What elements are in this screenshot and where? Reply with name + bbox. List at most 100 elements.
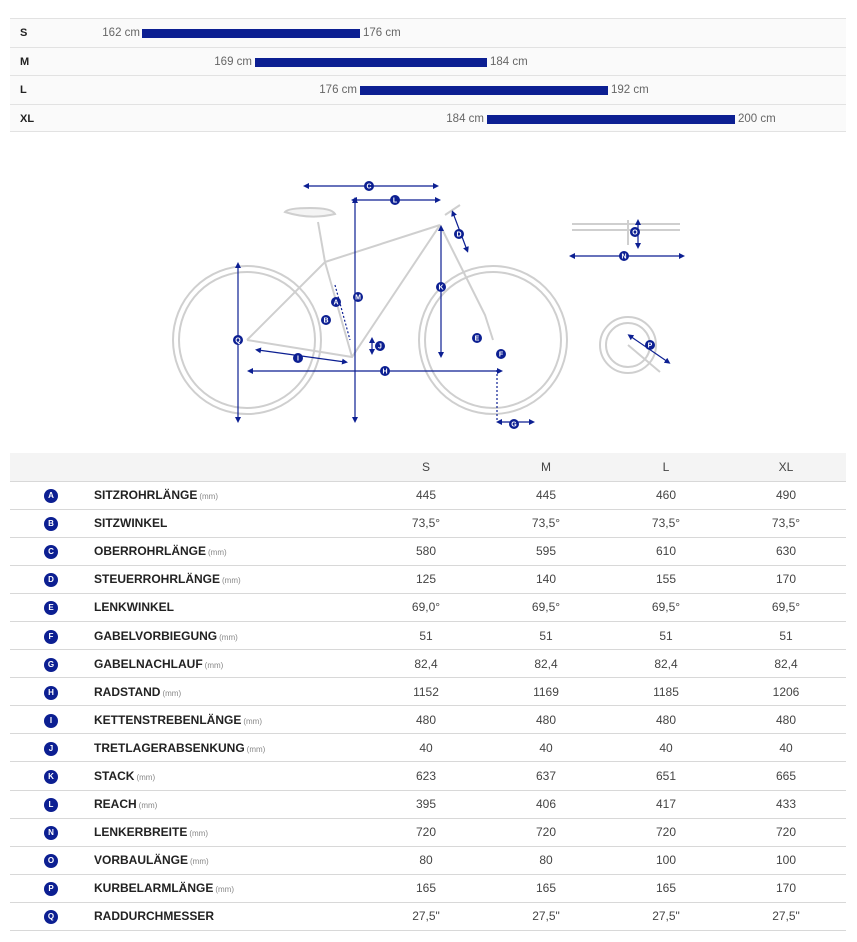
value-cell: 27,5"	[486, 901, 606, 932]
table-row: P KURBELARMLÄNGE (mm) 165 165 165 170	[10, 873, 846, 903]
parameter-unit: (mm)	[222, 576, 241, 586]
marker-m-icon: M	[353, 292, 363, 302]
value-cell: 1206	[726, 677, 846, 706]
size-label: S	[20, 27, 28, 39]
value-cell: 82,4	[486, 649, 606, 678]
rear-wheel	[172, 265, 322, 415]
parameter-cell: SITZWINKEL	[94, 508, 366, 538]
svg-text:L: L	[393, 198, 398, 205]
table-row: Q RADDURCHMESSER 27,5" 27,5" 27,5" 27,5"	[10, 901, 846, 932]
table-row: O VORBAULÄNGE (mm) 80 80 100 100	[10, 845, 846, 875]
letter-badge-icon: K	[44, 769, 58, 784]
letter-badge-icon: O	[44, 854, 58, 869]
parameter-unit: (mm)	[190, 857, 209, 867]
value-cell: 80	[366, 845, 486, 875]
value-cell: 51	[366, 620, 486, 650]
letter-badge-icon: H	[44, 685, 58, 700]
svg-text:I: I	[297, 356, 299, 363]
parameter-unit: (mm)	[243, 716, 262, 726]
table-row: G GABELNACHLAUF (mm) 82,4 82,4 82,4 82,4	[10, 649, 846, 678]
parameter-cell: KURBELARMLÄNGE (mm)	[94, 873, 366, 903]
letter-cell: A	[10, 480, 94, 510]
range-min: 169 cm	[214, 55, 252, 68]
value-cell: 170	[726, 564, 846, 594]
parameter-cell: VORBAULÄNGE (mm)	[94, 845, 366, 875]
parameter-cell: LENKERBREITE (mm)	[94, 817, 366, 847]
table-row: D STEUERROHRLÄNGE (mm) 125 140 155 170	[10, 564, 846, 594]
letter-cell: H	[10, 677, 94, 706]
value-cell: 69,5°	[486, 592, 606, 622]
parameter-cell: RADDURCHMESSER	[94, 901, 366, 932]
saddle	[283, 206, 337, 218]
letter-badge-icon: L	[44, 798, 58, 813]
value-cell: 165	[486, 873, 606, 903]
parameter-name: STEUERROHRLÄNGE	[94, 572, 221, 587]
marker-c-icon: C	[364, 181, 374, 191]
value-cell: 445	[366, 480, 486, 510]
parameter-cell: TRETLAGERABSENKUNG (mm)	[94, 733, 366, 762]
table-row: H RADSTAND (mm) 1152 1169 1185 1206	[10, 677, 846, 706]
value-cell: 100	[726, 845, 846, 875]
value-cell: 40	[486, 733, 606, 762]
marker-o-icon: O	[630, 227, 640, 237]
table-row: A SITZROHRLÄNGE (mm) 445 445 460 490	[10, 480, 846, 510]
size-label: M	[20, 55, 30, 68]
range-max: 184 cm	[490, 55, 528, 68]
parameter-unit: (mm)	[204, 660, 224, 670]
value-cell: 480	[726, 705, 846, 734]
parameter-cell: STACK (mm)	[94, 761, 366, 791]
value-cell: 82,4	[366, 649, 486, 678]
svg-text:E: E	[475, 336, 480, 343]
marker-a-icon: A	[331, 297, 341, 307]
size-row-xl: XL 184 cm 200 cm	[10, 103, 846, 132]
value-cell: 82,4	[606, 649, 726, 678]
svg-text:H: H	[382, 369, 387, 376]
size-row-l: L 176 cm 192 cm	[10, 75, 846, 104]
table-row: E LENKWINKEL 69,0° 69,5° 69,5° 69,5°	[10, 592, 846, 622]
value-cell: 170	[726, 873, 846, 903]
parameter-cell: REACH (mm)	[94, 789, 366, 819]
header-size-l: L	[606, 453, 726, 481]
svg-text:A: A	[333, 300, 338, 307]
handlebar-detail	[572, 223, 680, 231]
table-row: K STACK (mm) 623 637 651 665	[10, 761, 846, 791]
value-cell: 720	[726, 817, 846, 847]
value-cell: 51	[726, 620, 846, 650]
letter-badge-icon: A	[44, 489, 58, 504]
header-name	[94, 453, 366, 481]
letter-badge-icon: N	[44, 826, 58, 841]
value-cell: 125	[366, 564, 486, 594]
letter-badge-icon: J	[44, 741, 58, 756]
value-cell: 69,0°	[366, 592, 486, 622]
svg-text:M: M	[355, 295, 361, 302]
parameter-unit: (mm)	[136, 772, 156, 782]
size-label: XL	[20, 112, 35, 125]
marker-i-icon: I	[293, 353, 303, 363]
letter-cell: L	[10, 789, 94, 819]
front-wheel	[418, 265, 568, 415]
value-cell: 40	[726, 733, 846, 762]
value-cell: 69,5°	[726, 592, 846, 622]
svg-text:F: F	[499, 352, 504, 359]
value-cell: 637	[486, 761, 606, 791]
range-max: 176 cm	[363, 27, 401, 39]
svg-text:K: K	[438, 285, 443, 292]
parameter-cell: KETTENSTREBENLÄNGE (mm)	[94, 705, 366, 734]
table-row: L REACH (mm) 395 406 417 433	[10, 789, 846, 819]
letter-cell: O	[10, 845, 94, 875]
svg-text:J: J	[378, 344, 382, 351]
letter-cell: B	[10, 508, 94, 538]
header-size-m: M	[486, 453, 606, 481]
bike-geometry-diagram: A B C D E F G H I J K L M N O P Q	[172, 181, 685, 429]
svg-text:B: B	[323, 318, 328, 325]
parameter-unit: (mm)	[199, 492, 218, 502]
size-label: L	[20, 84, 27, 96]
value-cell: 651	[606, 761, 726, 791]
value-cell: 417	[606, 789, 726, 819]
parameter-unit: (mm)	[219, 632, 238, 642]
letter-badge-icon: C	[44, 545, 58, 560]
letter-cell: I	[10, 705, 94, 734]
value-cell: 445	[486, 480, 606, 510]
value-cell: 1185	[606, 677, 726, 706]
letter-badge-icon: F	[44, 629, 58, 644]
